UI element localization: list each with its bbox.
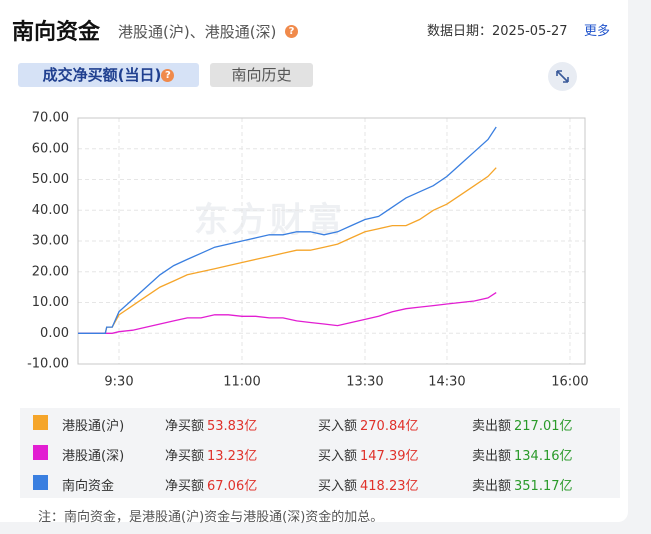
series-line [78,167,497,334]
table-row: 港股通(沪) 净买额 53.83亿 买入额 270.84亿 卖出额 217.01亿 [20,408,620,438]
amount: 134.16亿 [514,449,573,464]
y-tick-label: 0.00 [40,326,69,341]
amount-label: 净买额 [165,479,205,494]
amount-label: 卖出额 [472,449,512,464]
amount: 53.83亿 [207,419,258,434]
amount-label: 买入额 [318,419,358,434]
legend-swatch [33,475,48,490]
x-tick-label: 13:30 [346,375,383,390]
y-tick-label: 40.00 [32,203,69,218]
expand-button[interactable] [548,62,577,91]
amount-label: 净买额 [165,449,205,464]
tab-active[interactable]: 成交净买额(当日)? [18,63,199,87]
amount: 217.01亿 [514,419,573,434]
y-tick-label: 50.00 [32,172,69,187]
x-tick-label: 14:30 [428,375,465,390]
amount: 67.06亿 [207,479,258,494]
y-tick-label: 20.00 [32,264,69,279]
series-line [78,126,497,334]
amount-label: 净买额 [165,419,205,434]
series-name: 港股通(深) [62,449,125,464]
amount-label: 卖出额 [472,479,512,494]
summary-table: 港股通(沪) 净买额 53.83亿 买入额 270.84亿 卖出额 217.01亿 港股通(深… [20,408,620,498]
data-date: 数据日期：2025-05-27 [427,24,568,39]
table-row: 港股通(深) 净买额 13.23亿 买入额 147.39亿 卖出额 134.16亿 [20,438,620,468]
tab-label: 成交净买额(当日) [42,66,162,84]
amount: 147.39亿 [360,449,419,464]
tab[interactable]: 南向历史 [210,63,313,87]
chart: 东方财富-10.000.0010.0020.0030.0040.0050.006… [27,111,589,390]
amount: 418.23亿 [360,479,419,494]
x-tick-label: 9:30 [104,375,133,390]
plot-frame [77,117,586,365]
y-tick-label: 10.00 [32,295,69,310]
note: 注：南向资金，是港股通(沪)资金与港股通(深)资金的加总。 [38,510,384,525]
help-icon[interactable]: ? [285,25,298,38]
table-row: 南向资金 净买额 67.06亿 买入额 418.23亿 卖出额 351.17亿 [20,468,620,498]
amount: 13.23亿 [207,449,258,464]
series-name: 南向资金 [62,479,115,494]
series-line [78,292,497,334]
y-tick-label: 60.00 [32,141,69,156]
legend-swatch [33,415,48,430]
y-tick-label: 70.00 [32,111,69,126]
x-tick-label: 16:00 [551,375,588,390]
subtitle: 港股通(沪)、港股通(深) [118,23,277,41]
amount: 351.17亿 [514,479,573,494]
x-tick-label: 11:00 [223,375,260,390]
amount-label: 卖出额 [472,419,512,434]
series-name: 港股通(沪) [62,419,125,434]
legend-swatch [33,445,48,460]
y-tick-label: 30.00 [32,234,69,249]
y-tick-label: -10.00 [27,357,69,372]
more-link[interactable]: 更多 [584,24,611,39]
amount-label: 买入额 [318,479,358,494]
title: 南向资金 [12,20,101,45]
card: 南向资金 港股通(沪)、港股通(深) ? 数据日期：2025-05-27 更多 … [0,0,628,525]
expand-icon [556,70,569,83]
amount: 270.84亿 [360,419,419,434]
amount-label: 买入额 [318,449,358,464]
help-icon[interactable]: ? [161,69,175,82]
